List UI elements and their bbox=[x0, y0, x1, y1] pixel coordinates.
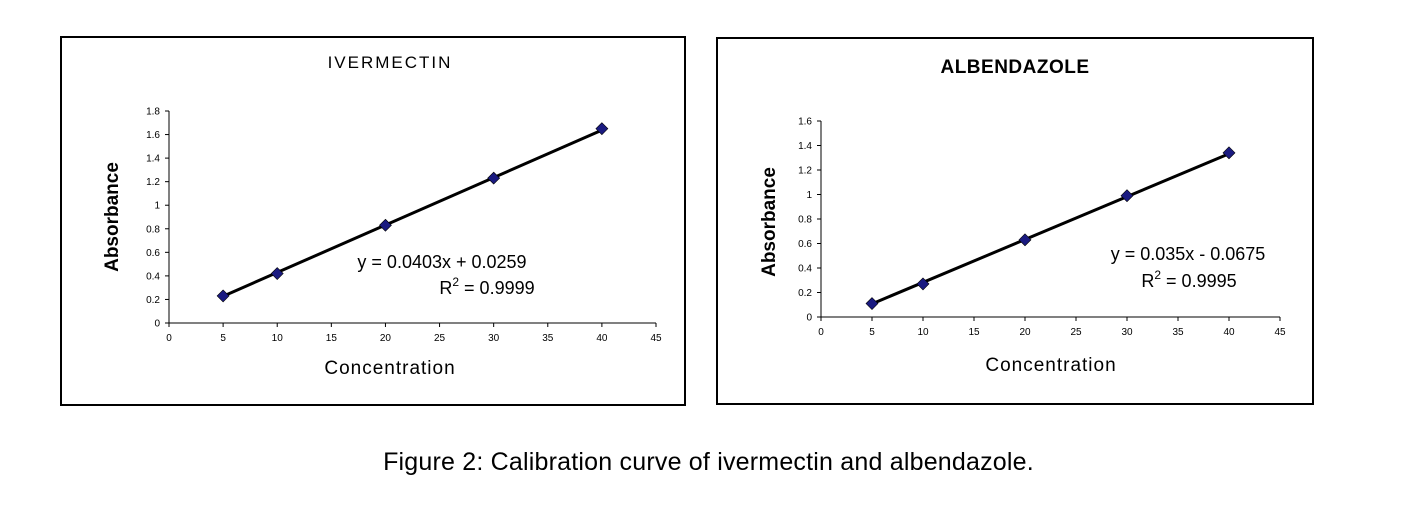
albendazole-chart: ALBENDAZOLE 0 0.2 0.4 0.6 0.8 1 1.2 1.4 1.6 0 5 10 15… bbox=[759, 57, 1286, 376]
x-tick-label: 40 bbox=[1223, 327, 1235, 338]
trendline-equation: y = 0.035x - 0.0675 bbox=[1111, 244, 1266, 264]
chart-title: ALBENDAZOLE bbox=[940, 57, 1089, 78]
y-tick-label: 1 bbox=[806, 190, 812, 201]
data-point bbox=[270, 267, 284, 280]
y-axis-label: Absorbance bbox=[102, 162, 123, 272]
r-squared-superscript: 2 bbox=[452, 275, 459, 289]
data-point bbox=[216, 289, 230, 303]
y-tick-label: 1.6 bbox=[146, 130, 160, 141]
trendline bbox=[871, 152, 1230, 306]
data-point bbox=[487, 171, 501, 185]
x-axis-label: Concentration bbox=[985, 355, 1116, 376]
y-tick-label: 1 bbox=[154, 201, 160, 212]
y-tick-label: 0.4 bbox=[798, 264, 812, 275]
x-tick-label: 35 bbox=[1172, 327, 1184, 338]
trendline bbox=[222, 128, 603, 298]
y-tick-label: 0.6 bbox=[146, 248, 160, 259]
x-tick-label: 10 bbox=[917, 327, 929, 338]
y-tick-label: 1.4 bbox=[146, 154, 160, 165]
x-tick-label: 45 bbox=[1274, 327, 1286, 338]
data-point bbox=[865, 297, 879, 310]
data-point bbox=[916, 277, 930, 291]
r-squared-symbol: R bbox=[1141, 271, 1154, 291]
x-tick-label: 25 bbox=[434, 333, 446, 344]
ivermectin-chart-panel: IVERMECTIN 0 0.2 0.4 0.6 0.8 1 1.2 1.4 1.6 1.8 0 5 10… bbox=[60, 36, 686, 406]
y-tick-label: 0 bbox=[806, 313, 812, 324]
albendazole-chart-panel: ALBENDAZOLE 0 0.2 0.4 0.6 0.8 1 1.2 1.4 1.6 0 5 10 15… bbox=[716, 37, 1314, 405]
x-tick-label: 5 bbox=[220, 333, 226, 344]
data-point bbox=[1222, 146, 1236, 160]
y-tick-label: 0 bbox=[154, 319, 160, 330]
r-squared-label: R2 = 0.9995 bbox=[1141, 268, 1236, 291]
x-tick-label: 20 bbox=[380, 333, 392, 344]
y-tick-label: 1.4 bbox=[798, 141, 812, 152]
data-point bbox=[379, 218, 392, 232]
y-tick-label: 0.8 bbox=[146, 224, 160, 235]
y-tick-label: 0.2 bbox=[798, 288, 812, 299]
trendline-equation: y = 0.0403x + 0.0259 bbox=[357, 252, 526, 272]
x-tick-label: 5 bbox=[869, 327, 875, 338]
y-tick-label: 1.6 bbox=[798, 117, 812, 128]
data-point bbox=[1120, 189, 1134, 203]
x-tick-label: 30 bbox=[488, 333, 500, 344]
y-tick-label: 0.2 bbox=[146, 295, 160, 306]
y-axis-label: Absorbance bbox=[759, 167, 780, 277]
x-tick-label: 20 bbox=[1019, 327, 1031, 338]
y-tick-label: 1.2 bbox=[798, 166, 812, 177]
data-point bbox=[595, 122, 609, 136]
x-tick-label: 0 bbox=[818, 327, 824, 338]
x-tick-label: 10 bbox=[272, 333, 284, 344]
x-tick-label: 15 bbox=[968, 327, 980, 338]
y-tick-label: 1.2 bbox=[146, 177, 160, 188]
figure-caption: Figure 2: Calibration curve of ivermecti… bbox=[383, 448, 1034, 476]
r-squared-superscript: 2 bbox=[1154, 268, 1161, 282]
x-tick-label: 45 bbox=[650, 333, 662, 344]
r-squared-symbol: R bbox=[439, 278, 452, 298]
x-tick-label: 30 bbox=[1121, 327, 1133, 338]
x-tick-label: 40 bbox=[596, 333, 608, 344]
data-point bbox=[1018, 233, 1032, 247]
r-squared-value: = 0.9999 bbox=[459, 278, 535, 298]
ivermectin-chart: IVERMECTIN 0 0.2 0.4 0.6 0.8 1 1.2 1.4 1.6 1.8 0 5 10… bbox=[102, 53, 662, 379]
chart-title: IVERMECTIN bbox=[328, 53, 453, 72]
x-tick-label: 35 bbox=[542, 333, 554, 344]
y-tick-label: 0.6 bbox=[798, 239, 812, 250]
y-tick-label: 1.8 bbox=[146, 107, 160, 118]
r-squared-value: = 0.9995 bbox=[1161, 271, 1237, 291]
r-squared-label: R2 = 0.9999 bbox=[439, 275, 534, 298]
x-axis-label: Concentration bbox=[324, 358, 455, 379]
y-tick-label: 0.8 bbox=[798, 215, 812, 226]
y-tick-label: 0.4 bbox=[146, 271, 160, 282]
x-tick-label: 25 bbox=[1070, 327, 1082, 338]
x-tick-label: 15 bbox=[326, 333, 338, 344]
x-tick-label: 0 bbox=[166, 333, 172, 344]
